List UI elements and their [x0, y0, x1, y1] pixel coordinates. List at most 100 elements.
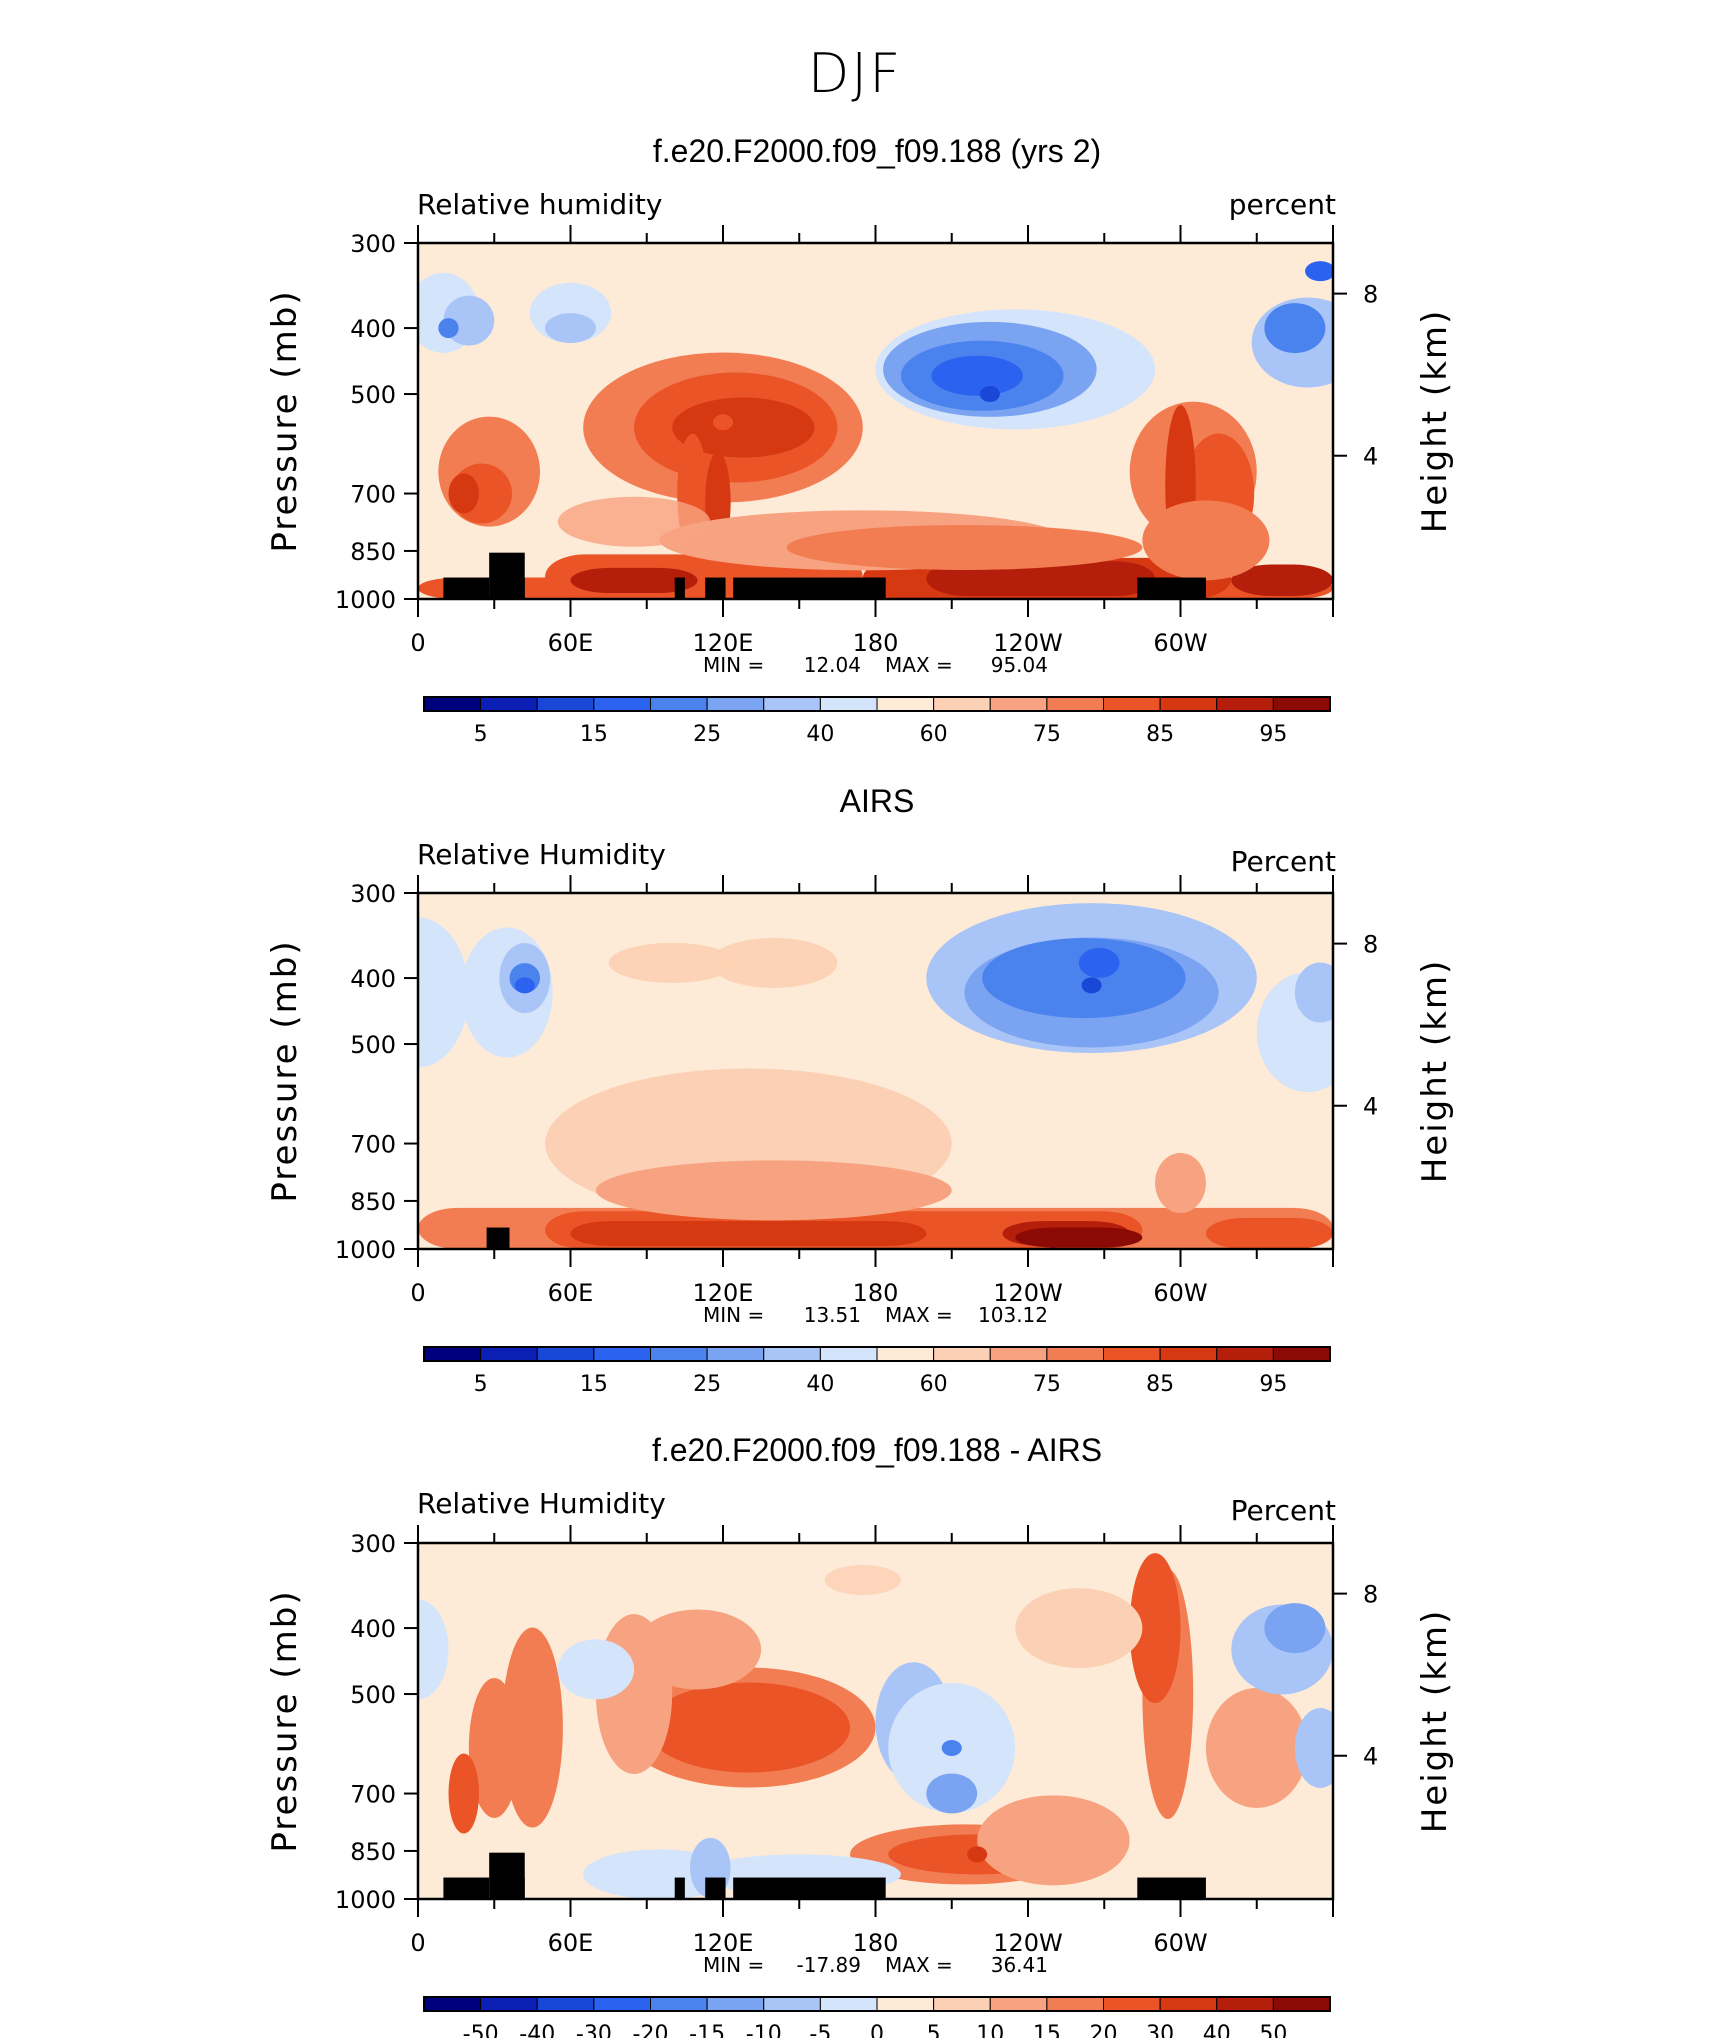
topography-mask — [674, 577, 685, 599]
right-string: Percent — [1231, 1494, 1336, 1527]
colorbar-swatch — [480, 696, 538, 712]
contour-region — [1305, 261, 1333, 282]
colorbar-swatch — [650, 1346, 708, 1362]
topography-mask — [504, 577, 525, 599]
colorbar-label: 10 — [976, 2022, 1004, 2038]
xtick-60w: 60W — [1153, 1929, 1207, 1957]
colorbar-swatch — [876, 1996, 935, 2012]
ytick-500: 500 — [350, 381, 396, 409]
contour-region — [646, 1682, 851, 1773]
y-axis-title: Pressure (mb) — [265, 1589, 305, 1852]
topography-mask — [443, 577, 490, 599]
xtick-60e: 60E — [548, 629, 594, 657]
contour-region — [557, 496, 711, 547]
colorbar-label: 95 — [1259, 1372, 1287, 1397]
figure-title: DJF — [808, 42, 903, 105]
min-label: MIN = — [703, 653, 764, 677]
y-axis-right-title: Height (km) — [1415, 1609, 1455, 1834]
xtick-120w: 120W — [993, 629, 1063, 657]
colorbar-swatch — [1103, 696, 1161, 712]
colorbar-label: 60 — [920, 1372, 948, 1397]
panel-title: AIRS — [840, 783, 915, 819]
axes — [404, 225, 1347, 617]
contour-region — [1264, 1603, 1326, 1654]
colorbar-label: 25 — [693, 722, 721, 747]
axes — [404, 875, 1347, 1267]
max-value: 36.41 — [991, 1953, 1048, 1977]
colorbar-frame — [423, 1346, 1331, 1362]
colorbar-swatch — [706, 696, 765, 712]
max-label: MAX = — [885, 1303, 953, 1327]
contour-band — [1015, 1227, 1143, 1248]
xtick-60w: 60W — [1153, 1279, 1207, 1307]
colorbar-label: 15 — [580, 1372, 608, 1397]
colorbar-swatch — [536, 1996, 595, 2012]
contour-region — [1078, 947, 1120, 978]
ytick-right-4: 4 — [1363, 1743, 1378, 1771]
contour-region — [931, 355, 1023, 396]
topography-mask — [504, 1877, 525, 1899]
colorbar-swatch — [1272, 696, 1331, 712]
contour-fill — [418, 893, 1333, 1249]
topography-mask — [443, 1877, 490, 1899]
xtick-120w: 120W — [993, 1279, 1063, 1307]
colorbar-swatch — [1159, 696, 1218, 712]
colorbar-swatch — [933, 1346, 991, 1362]
colorbar-swatch — [876, 1346, 935, 1362]
colorbar-swatch — [593, 1346, 651, 1362]
contour-extremum — [967, 1846, 988, 1863]
max-label: MAX = — [885, 1953, 953, 1977]
max-label: MAX = — [885, 653, 953, 677]
colorbar-swatch — [1103, 1346, 1161, 1362]
contour-extremum — [1043, 1231, 1064, 1248]
colorbar-label: 40 — [806, 1372, 834, 1397]
left-string: Relative humidity — [417, 188, 662, 221]
ytick-right-4: 4 — [1363, 1093, 1378, 1121]
contour-region — [448, 473, 479, 514]
contour-band — [1231, 564, 1333, 597]
colorbar-swatch — [1159, 1996, 1218, 2012]
contour-region — [786, 524, 1143, 570]
colorbar: 5 15 25 40 60 75 85 95 — [423, 1346, 1331, 1397]
colorbar-label: -50 — [463, 2022, 499, 2038]
colorbar-label: 15 — [1033, 2022, 1061, 2038]
contour-band — [570, 1221, 927, 1247]
colorbar-label: 60 — [920, 722, 948, 747]
contour-region — [608, 942, 736, 983]
ytick-right-8: 8 — [1363, 931, 1378, 959]
colorbar-label: 75 — [1033, 722, 1061, 747]
axes — [404, 1525, 1347, 1917]
colorbar-swatch — [706, 1996, 765, 2012]
ytick-300: 300 — [350, 230, 396, 258]
colorbar-label: -40 — [519, 2022, 555, 2038]
colorbar-label: 50 — [1259, 2022, 1287, 2038]
contour-extremum — [1018, 569, 1038, 586]
tick-labels: 300 400 500 700 850 1000 8 4 0 60E 120E … — [265, 880, 1455, 1327]
ytick-850: 850 — [350, 1188, 396, 1216]
contour-extremum — [979, 386, 1000, 403]
colorbar-label: 75 — [1033, 1372, 1061, 1397]
right-string: Percent — [1231, 845, 1336, 878]
topography-mask — [733, 1877, 886, 1899]
ytick-right-8: 8 — [1363, 281, 1378, 309]
ytick-300: 300 — [350, 1530, 396, 1558]
colorbar-swatch — [1046, 696, 1104, 712]
contour-region — [1129, 1553, 1181, 1704]
ytick-1000: 1000 — [335, 1886, 396, 1914]
colorbar-label: 25 — [693, 1372, 721, 1397]
colorbar-swatch — [763, 1996, 821, 2012]
ytick-1000: 1000 — [335, 1236, 396, 1264]
y-axis-title: Pressure (mb) — [265, 939, 305, 1202]
colorbar-label: 0 — [870, 2022, 884, 2038]
xtick-0: 0 — [410, 1929, 425, 1957]
contour-region — [824, 1565, 901, 1596]
xtick-60w: 60W — [1153, 629, 1207, 657]
max-value: 95.04 — [991, 653, 1048, 677]
colorbar-label: 5 — [474, 1372, 488, 1397]
ytick-right-4: 4 — [1363, 443, 1378, 471]
min-label: MIN = — [703, 1953, 764, 1977]
y-axis-right-title: Height (km) — [1415, 309, 1455, 534]
colorbar-label: 40 — [806, 722, 834, 747]
min-value: 12.04 — [804, 653, 861, 677]
